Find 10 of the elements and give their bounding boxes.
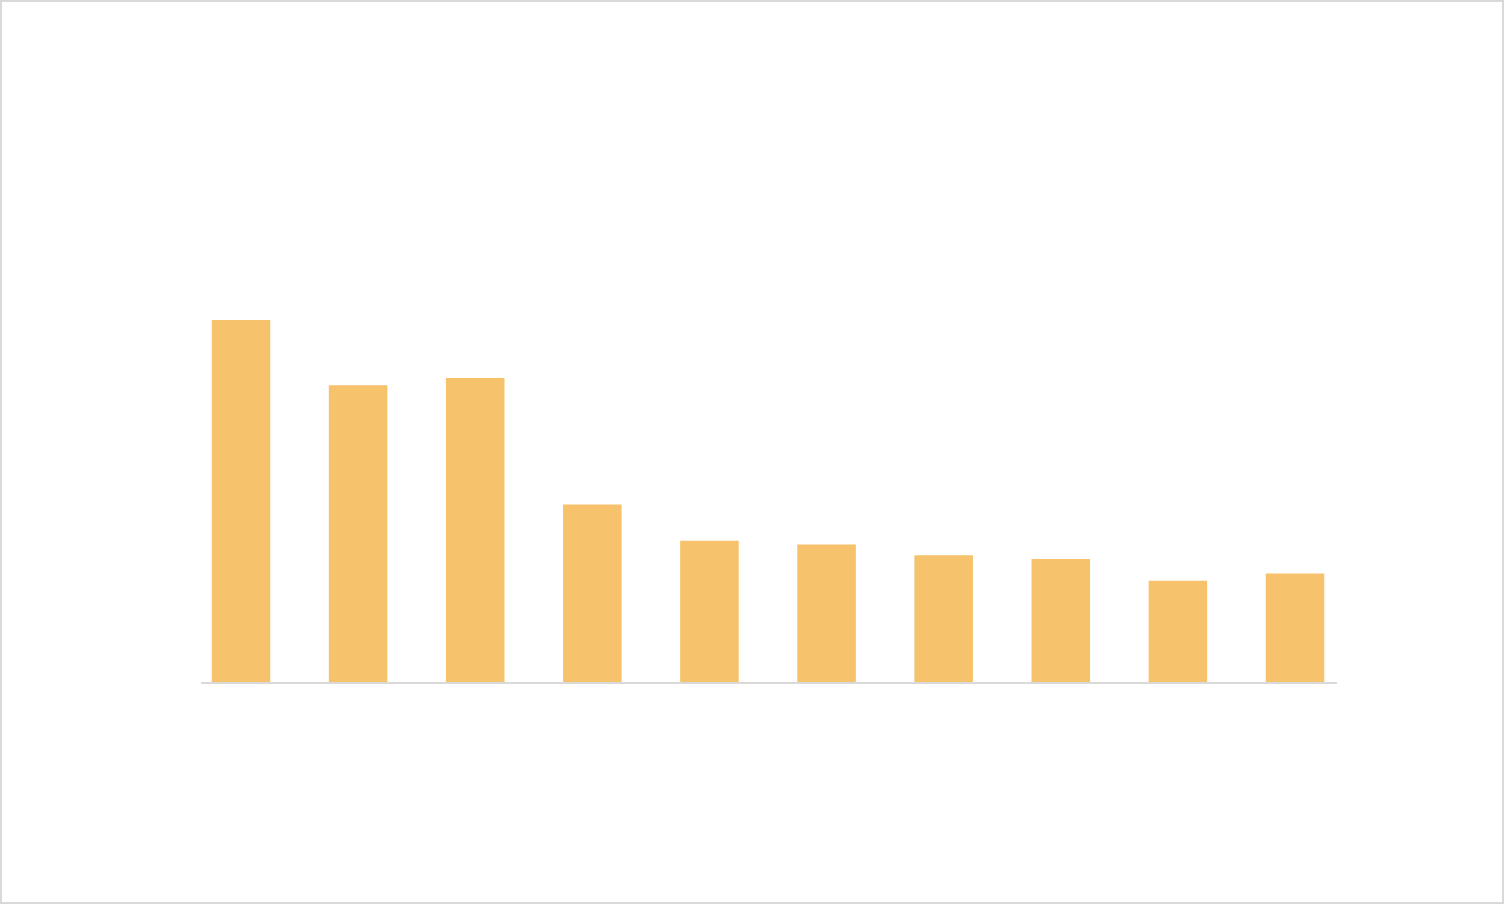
bar (1148, 580, 1208, 682)
bar (211, 320, 271, 682)
bar (914, 555, 973, 682)
bar (445, 377, 505, 682)
bar (680, 540, 739, 682)
bar (797, 544, 856, 682)
bar (1265, 573, 1325, 682)
bar (328, 385, 388, 682)
bar (1031, 558, 1091, 682)
bar (563, 504, 622, 682)
